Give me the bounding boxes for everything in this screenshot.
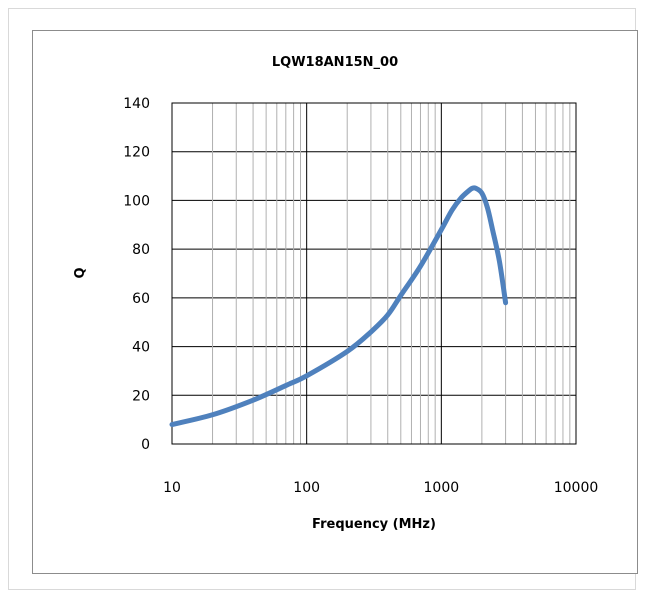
x-axis-label: Frequency (MHz) bbox=[312, 517, 436, 532]
series-layer bbox=[169, 185, 509, 428]
y-tick-label: 120 bbox=[123, 145, 150, 161]
y-tick-label: 60 bbox=[132, 291, 150, 307]
y-axis-label: Q bbox=[73, 267, 88, 278]
x-tick-label: 100 bbox=[293, 480, 320, 496]
y-axis-ticks: 0 20 40 60 80 100 120 140 bbox=[123, 96, 150, 453]
chart-title: LQW18AN15N_00 bbox=[272, 55, 398, 70]
y-tick-label: 0 bbox=[141, 437, 150, 453]
y-tick-label: 40 bbox=[132, 340, 150, 356]
y-tick-label: 140 bbox=[123, 96, 150, 112]
x-tick-label: 10000 bbox=[554, 480, 599, 496]
y-tick-label: 100 bbox=[123, 193, 150, 209]
y-tick-label: 20 bbox=[132, 388, 150, 404]
grid bbox=[172, 103, 576, 444]
x-tick-label: 1000 bbox=[424, 480, 460, 496]
x-axis-ticks: 10 100 1000 10000 bbox=[163, 480, 598, 496]
x-tick-label: 10 bbox=[163, 480, 181, 496]
y-tick-label: 80 bbox=[132, 242, 150, 258]
chart-area bbox=[32, 30, 638, 574]
plot-border bbox=[171, 102, 577, 445]
series-line bbox=[169, 185, 509, 428]
